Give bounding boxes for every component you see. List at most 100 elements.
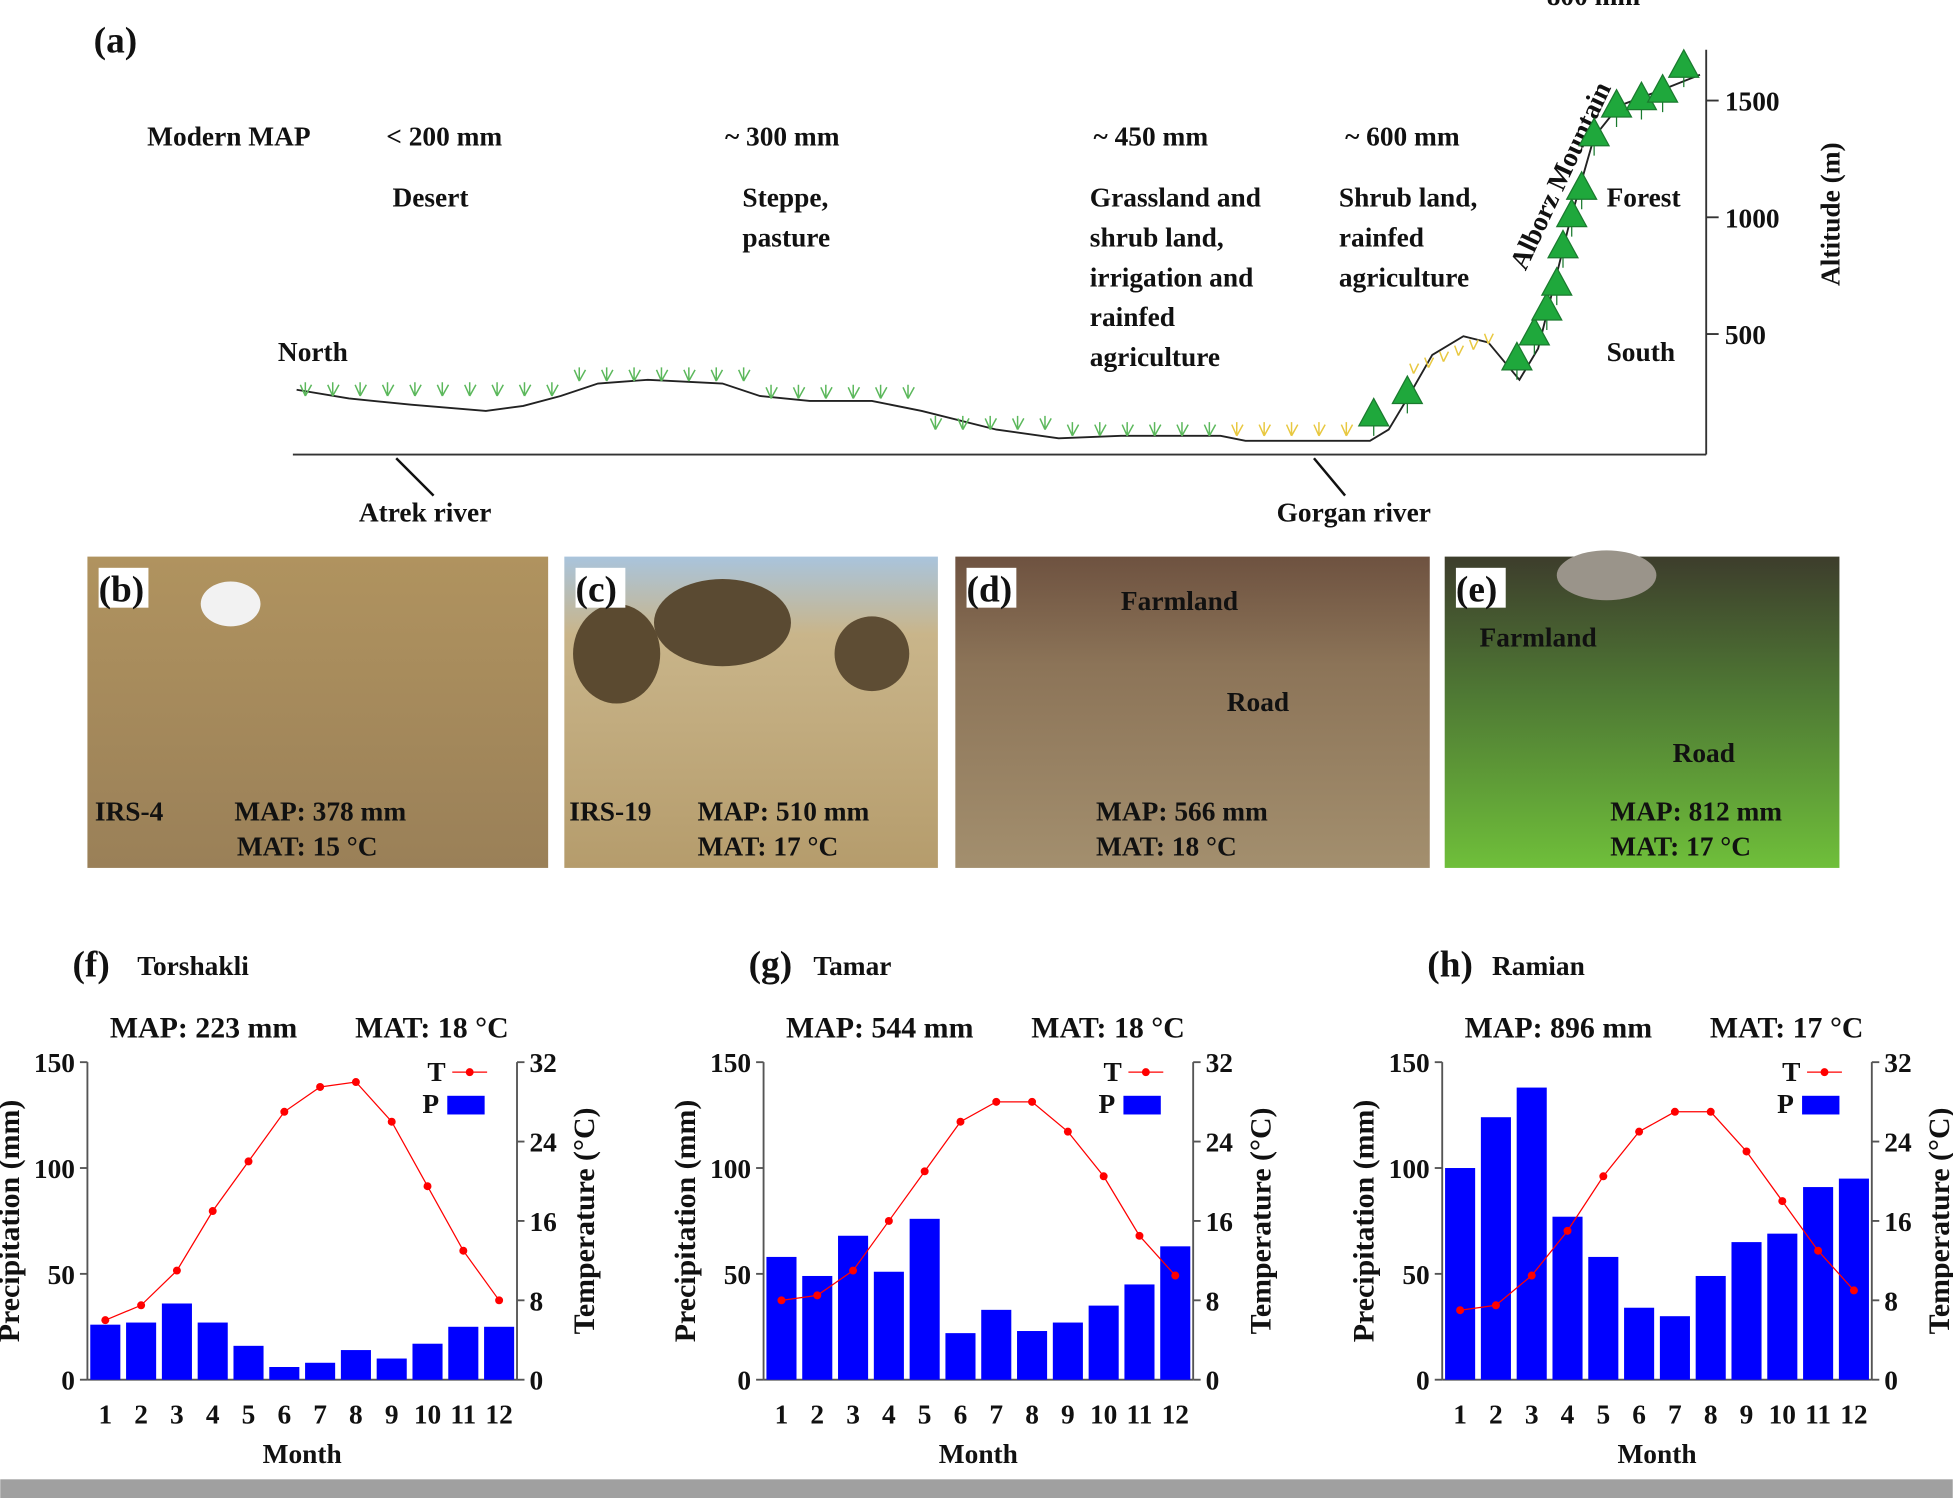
- temperature-line: [105, 1081, 500, 1321]
- x-tick-label: 10: [414, 1399, 441, 1429]
- precipitation-bar: [340, 1350, 371, 1380]
- grass: [1011, 415, 1025, 430]
- zone-vegetation: Steppe,: [742, 183, 828, 213]
- x-tick-label: 11: [1805, 1399, 1831, 1429]
- y2-tick-label: 0: [529, 1366, 543, 1396]
- legend-label: T: [1104, 1057, 1122, 1087]
- precipitation-bar: [305, 1362, 336, 1380]
- x-tick-label: 12: [1840, 1399, 1867, 1429]
- x-tick-label: 3: [846, 1399, 860, 1429]
- grass: [628, 367, 641, 382]
- map-heading: Modern MAP: [147, 122, 310, 152]
- x-tick-label: 1: [1453, 1399, 1467, 1429]
- y2-tick-label: 24: [1206, 1128, 1234, 1158]
- panel-label: (c): [576, 569, 617, 610]
- y-tick-label: 50: [1402, 1260, 1429, 1290]
- photo-note: Farmland: [1480, 622, 1597, 652]
- temperature-point: [387, 1117, 396, 1126]
- river-pointer: [1312, 457, 1347, 497]
- y-tick-label: 0: [1416, 1366, 1430, 1396]
- shrub: [1439, 351, 1450, 362]
- zone-vegetation: Grassland and: [1090, 183, 1261, 213]
- terrain-profile: [296, 73, 1701, 442]
- x-tick-label: 1: [98, 1399, 112, 1429]
- tree: [1625, 80, 1658, 120]
- zone-map: ~ 450 mm: [1094, 122, 1209, 152]
- photo-map: MAP: 378 mm: [234, 797, 406, 827]
- tree: [1530, 291, 1563, 330]
- legend-label: T: [427, 1057, 445, 1087]
- grass: [1231, 422, 1244, 437]
- y2-tick-label: 24: [1884, 1128, 1912, 1158]
- north-label: North: [278, 337, 348, 367]
- temperature-point: [1599, 1172, 1608, 1181]
- grass: [354, 382, 367, 397]
- temperature-point: [1491, 1301, 1500, 1310]
- grass: [1258, 422, 1272, 437]
- x-axis-label: Month: [1617, 1439, 1696, 1469]
- y-axis-label: Precipitation (mm): [1348, 1100, 1381, 1343]
- annotation: MAP: 223 mm: [110, 1011, 298, 1044]
- grass: [737, 367, 751, 382]
- photo: [955, 556, 1430, 868]
- tick-label: 1000: [1725, 203, 1780, 233]
- annotation: MAP: 544 mm: [786, 1011, 974, 1044]
- temperature-point: [1849, 1286, 1858, 1295]
- y-tick-label: 0: [61, 1366, 75, 1396]
- grass: [792, 384, 806, 399]
- temperature-point: [1135, 1231, 1144, 1240]
- photo-mat: MAT: 18 °C: [1096, 831, 1237, 861]
- legend-label: P: [1099, 1089, 1116, 1119]
- temperature-point: [884, 1216, 893, 1225]
- precipitation-bar: [484, 1326, 515, 1380]
- river-pointer: [395, 457, 435, 497]
- grass: [929, 415, 943, 430]
- grass: [1121, 422, 1135, 437]
- chart-title: Ramian: [1492, 951, 1585, 981]
- y2-tick-label: 32: [1884, 1048, 1911, 1078]
- photo-note: Farmland: [1121, 586, 1238, 616]
- legend-label: T: [1782, 1057, 1800, 1087]
- legend-dot: [1141, 1068, 1150, 1077]
- temperature-point: [992, 1097, 1001, 1106]
- temperature-point: [849, 1266, 858, 1275]
- grass: [820, 384, 833, 399]
- zone-vegetation: irrigation and: [1090, 262, 1254, 292]
- photo-map: MAP: 812 mm: [1610, 797, 1782, 827]
- temperature-point: [1527, 1271, 1536, 1280]
- precipitation-bar: [269, 1367, 300, 1380]
- x-tick-label: 11: [450, 1399, 476, 1429]
- panel-label: (e): [1456, 569, 1497, 610]
- grass: [1340, 422, 1354, 437]
- zone-vegetation: rainfed: [1339, 223, 1424, 253]
- grass: [1148, 422, 1162, 437]
- y2-tick-label: 0: [1884, 1366, 1898, 1396]
- grass: [710, 367, 724, 382]
- x-tick-label: 8: [1704, 1399, 1718, 1429]
- y2-axis-label: Temperature (°C): [568, 1108, 601, 1335]
- temperature-point: [316, 1082, 325, 1091]
- grass: [957, 415, 970, 430]
- temperature-point: [777, 1296, 786, 1305]
- label-box: [966, 567, 1017, 608]
- temperature-point: [1814, 1246, 1823, 1255]
- x-axis-label: Month: [939, 1439, 1018, 1469]
- temperature-point: [1099, 1172, 1108, 1181]
- temperature-point: [1706, 1107, 1715, 1116]
- south-label: South: [1607, 337, 1675, 367]
- shrub: [1483, 333, 1494, 345]
- zone-vegetation: shrub land,: [1090, 223, 1224, 253]
- y-tick-label: 50: [724, 1260, 751, 1290]
- y2-tick-label: 0: [1206, 1366, 1220, 1396]
- x-tick-label: 10: [1769, 1399, 1796, 1429]
- grass: [683, 367, 696, 382]
- temperature-point: [495, 1296, 504, 1305]
- grass: [765, 384, 778, 399]
- shrub: [1468, 339, 1479, 350]
- photo-mat: MAT: 15 °C: [237, 831, 378, 861]
- x-tick-label: 4: [1561, 1399, 1575, 1429]
- x-tick-label: 5: [1596, 1399, 1610, 1429]
- temperature-line: [781, 1101, 1176, 1301]
- tree: [1646, 73, 1679, 113]
